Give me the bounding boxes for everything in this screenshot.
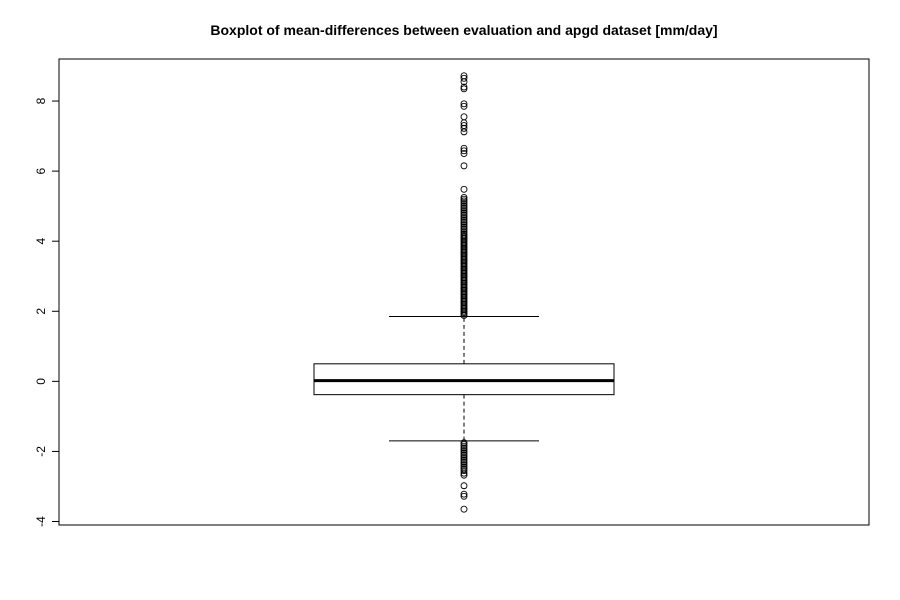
outlier-point	[460, 211, 468, 219]
outlier-point	[460, 209, 468, 217]
outlier-point	[460, 147, 468, 155]
outlier-point	[460, 471, 468, 479]
outlier-point	[460, 490, 468, 498]
outlier-point	[460, 453, 468, 461]
outlier-point	[460, 225, 468, 233]
outlier-point	[460, 446, 468, 454]
outlier-point	[460, 492, 468, 500]
y-tick-label: 6	[34, 167, 48, 174]
y-tick-label: 0	[34, 378, 48, 385]
outlier-point	[460, 128, 468, 136]
outlier-point	[460, 199, 468, 207]
outlier-point	[460, 220, 468, 228]
y-axis: -4 -2 0 2 4 6 8	[34, 97, 60, 527]
outlier-point	[460, 197, 468, 205]
outlier-point	[460, 213, 468, 221]
outlier-point	[460, 460, 468, 468]
outlier-point	[460, 458, 468, 466]
outlier-point	[460, 223, 468, 231]
boxplot	[313, 316, 615, 442]
outlier-point	[460, 505, 468, 513]
outlier-point	[460, 442, 468, 450]
outlier-point	[460, 467, 468, 475]
outlier-point	[460, 447, 468, 455]
outlier-point	[460, 440, 468, 448]
y-tick-label: 4	[34, 238, 48, 245]
outlier-point	[460, 221, 468, 229]
outlier-point	[460, 102, 468, 110]
y-tick-label: -4	[34, 516, 48, 527]
outlier-point	[460, 207, 468, 215]
outlier-point	[460, 195, 468, 203]
outlier-point	[460, 162, 468, 170]
outlier-point	[460, 83, 468, 91]
outlier-point	[460, 74, 468, 82]
outlier-point	[460, 214, 468, 222]
y-tick-label: -2	[34, 446, 48, 457]
chart-title: Boxplot of mean-differences between eval…	[210, 22, 717, 38]
outlier-point	[460, 218, 468, 226]
outlier-point	[460, 200, 468, 208]
outlier-point	[460, 144, 468, 152]
outlier-point	[460, 444, 468, 452]
outlier-point	[460, 204, 468, 212]
outlier-point	[460, 100, 468, 108]
outlier-point	[460, 202, 468, 210]
outlier-point	[460, 439, 468, 447]
outlier-point	[460, 482, 468, 490]
outlier-point	[460, 122, 468, 130]
outlier-point	[460, 230, 468, 238]
y-tick-label: 2	[34, 308, 48, 315]
outlier-point	[460, 461, 468, 469]
outlier-point	[460, 228, 468, 236]
outlier-point	[460, 85, 468, 93]
outlier-point	[460, 206, 468, 214]
outlier-point	[460, 150, 468, 158]
outlier-point	[460, 216, 468, 224]
outlier-point	[460, 72, 468, 80]
outlier-point	[460, 451, 468, 459]
outlier-point	[460, 469, 468, 477]
outlier-point	[460, 456, 468, 464]
outlier-point	[460, 113, 468, 121]
outlier-point	[460, 449, 468, 457]
outlier-point	[460, 227, 468, 235]
outlier-point	[460, 454, 468, 462]
outlier-point	[460, 193, 468, 201]
y-tick-label: 8	[34, 97, 48, 104]
outlier-points	[460, 72, 468, 513]
outlier-point	[460, 185, 468, 193]
